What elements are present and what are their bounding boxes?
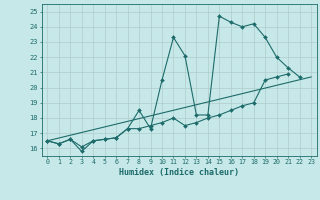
X-axis label: Humidex (Indice chaleur): Humidex (Indice chaleur) [119,168,239,177]
